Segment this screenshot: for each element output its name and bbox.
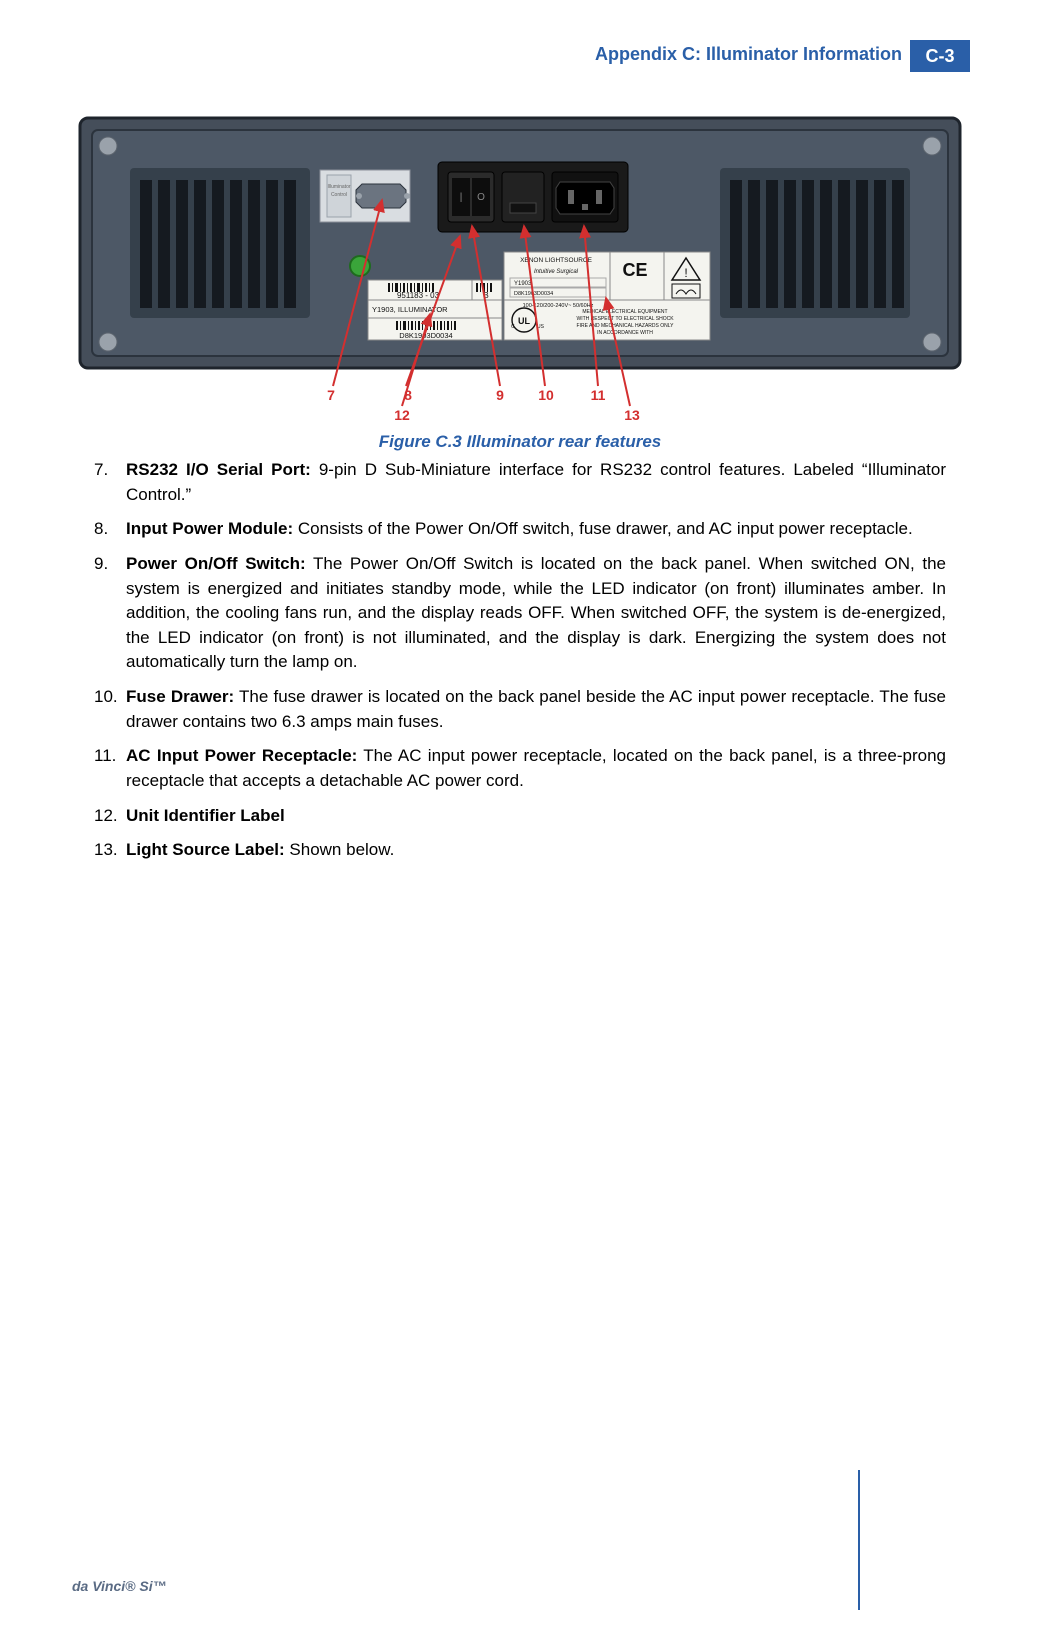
illuminator-rear-figure: Illuminator Control | O [70,108,970,428]
feature-item: 9.Power On/Off Switch: The Power On/Off … [94,552,946,675]
item-number: 12. [94,804,126,829]
light-source-label: XENON LIGHTSOURCE Intuitive Surgical Y19… [504,252,710,340]
svg-text:12: 12 [394,407,410,423]
svg-text:|: | [460,192,463,203]
item-number: 7. [94,458,126,507]
svg-text:IN ACCORDANCE WITH: IN ACCORDANCE WITH [597,330,653,336]
item-body: AC Input Power Receptacle: The AC input … [126,744,946,793]
svg-text:CE: CE [622,260,647,280]
side-rule [858,1470,860,1610]
item-body: Power On/Off Switch: The Power On/Off Sw… [126,552,946,675]
svg-text:951183 - 03: 951183 - 03 [397,291,440,300]
item-number: 8. [94,517,126,542]
svg-text:!: ! [684,266,687,280]
svg-text:8: 8 [404,387,412,403]
feature-item: 10.Fuse Drawer: The fuse drawer is locat… [94,685,946,734]
svg-text:9: 9 [496,387,504,403]
item-number: 11. [94,744,126,793]
item-title: Power On/Off Switch: [126,554,306,573]
appendix-title: Appendix C: Illuminator Information [595,44,902,65]
unit-id-label: 951183 - 03 B Y1903, ILLUMINATOR D8K1903… [368,280,502,340]
svg-text:Illuminator: Illuminator [327,184,350,190]
callout-labels: 7 8 9 10 11 12 13 [327,387,640,423]
item-text: Shown below. [285,840,395,859]
feature-list: 7.RS232 I/O Serial Port: 9-pin D Sub-Min… [70,458,970,863]
page-header: Appendix C: Illuminator Information C-3 [70,40,970,72]
svg-text:Control: Control [331,192,347,198]
feature-item: 12.Unit Identifier Label [94,804,946,829]
left-vent [130,168,310,318]
item-title: Input Power Module: [126,519,293,538]
svg-text:11: 11 [591,387,606,403]
item-text: Consists of the Power On/Off switch, fus… [293,519,913,538]
feature-item: 13.Light Source Label: Shown below. [94,838,946,863]
item-number: 13. [94,838,126,863]
feature-item: 11.AC Input Power Receptacle: The AC inp… [94,744,946,793]
item-body: Light Source Label: Shown below. [126,838,946,863]
svg-text:C: C [511,324,515,330]
item-title: Fuse Drawer: [126,687,234,706]
item-body: Fuse Drawer: The fuse drawer is located … [126,685,946,734]
svg-text:13: 13 [624,407,640,423]
item-number: 9. [94,552,126,675]
item-body: Unit Identifier Label [126,804,946,829]
item-title: RS232 I/O Serial Port: [126,460,311,479]
svg-text:O: O [477,192,485,203]
page: Appendix C: Illuminator Information C-3 [0,0,1040,1650]
svg-text:10: 10 [538,387,554,403]
rs232-port: Illuminator Control [320,170,410,222]
svg-text:Y1903: Y1903 [514,281,532,287]
svg-text:Y1903, ILLUMINATOR: Y1903, ILLUMINATOR [372,305,448,314]
figure-caption: Figure C.3 Illuminator rear features [70,432,970,452]
svg-text:FIRE AND MECHANICAL HAZARDS ON: FIRE AND MECHANICAL HAZARDS ONLY [577,323,675,329]
svg-text:MEDICAL ELECTRICAL EQUIPMENT: MEDICAL ELECTRICAL EQUIPMENT [582,309,667,315]
svg-text:XENON LIGHTSOURCE: XENON LIGHTSOURCE [520,257,593,264]
feature-item: 8.Input Power Module: Consists of the Po… [94,517,946,542]
svg-text:7: 7 [327,387,335,403]
item-text: The fuse drawer is located on the back p… [126,687,946,731]
feature-item: 7.RS232 I/O Serial Port: 9-pin D Sub-Min… [94,458,946,507]
item-title: Light Source Label: [126,840,285,859]
item-title: AC Input Power Receptacle: [126,746,357,765]
item-body: Input Power Module: Consists of the Powe… [126,517,946,542]
footer-product-name: da Vinci® Si™ [72,1578,167,1594]
item-body: RS232 I/O Serial Port: 9-pin D Sub-Minia… [126,458,946,507]
power-module: | O [438,162,628,232]
right-vent [720,168,910,318]
figure-container: Illuminator Control | O [70,108,970,452]
svg-text:UL: UL [518,316,530,326]
page-number-tab: C-3 [910,40,970,72]
svg-text:Intuitive Surgical: Intuitive Surgical [534,269,579,275]
item-title: Unit Identifier Label [126,806,285,825]
item-number: 10. [94,685,126,734]
